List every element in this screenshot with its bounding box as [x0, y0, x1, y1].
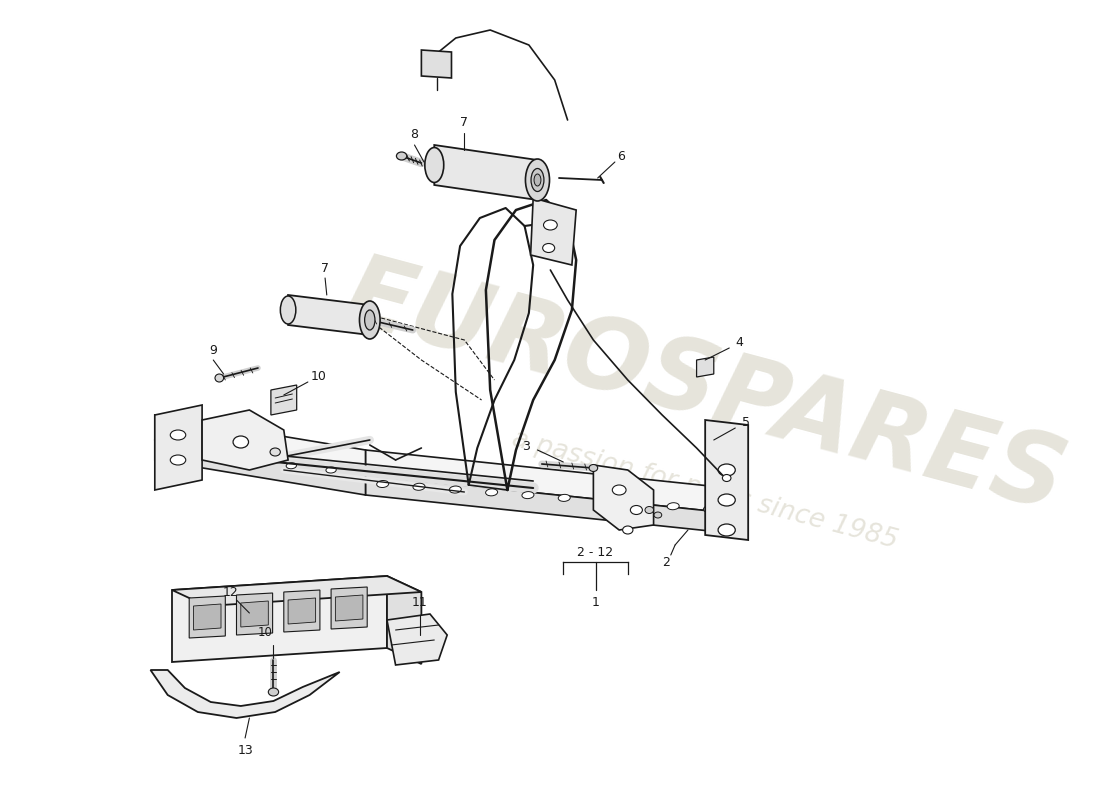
Ellipse shape	[590, 465, 597, 471]
Ellipse shape	[376, 481, 388, 487]
Polygon shape	[271, 385, 297, 415]
Ellipse shape	[270, 448, 280, 456]
Polygon shape	[288, 598, 316, 624]
Ellipse shape	[594, 497, 606, 504]
Text: 13: 13	[238, 743, 253, 757]
Ellipse shape	[364, 310, 375, 330]
Text: 6: 6	[617, 150, 625, 162]
Ellipse shape	[167, 450, 177, 456]
Ellipse shape	[623, 526, 632, 534]
Ellipse shape	[704, 506, 715, 513]
Ellipse shape	[170, 430, 186, 440]
Polygon shape	[194, 604, 221, 630]
Text: 12: 12	[222, 586, 239, 598]
Text: 2 - 12: 2 - 12	[578, 546, 614, 558]
Text: 8: 8	[410, 127, 418, 141]
Ellipse shape	[521, 491, 534, 498]
Text: 3: 3	[522, 439, 530, 453]
Polygon shape	[241, 601, 268, 627]
Ellipse shape	[543, 220, 558, 230]
Ellipse shape	[526, 159, 550, 201]
Polygon shape	[387, 614, 448, 665]
Polygon shape	[365, 450, 748, 515]
Ellipse shape	[718, 524, 735, 536]
Ellipse shape	[233, 436, 249, 448]
Polygon shape	[189, 596, 226, 638]
Polygon shape	[202, 410, 288, 470]
Text: EUROSPARES: EUROSPARES	[334, 247, 1076, 533]
Ellipse shape	[534, 174, 541, 186]
Text: 7: 7	[461, 115, 469, 129]
Polygon shape	[151, 670, 340, 718]
Polygon shape	[696, 357, 714, 377]
Ellipse shape	[723, 474, 732, 482]
Polygon shape	[155, 415, 365, 475]
Ellipse shape	[425, 147, 443, 182]
Polygon shape	[331, 587, 367, 629]
Ellipse shape	[246, 458, 256, 465]
Polygon shape	[155, 405, 202, 490]
Text: 4: 4	[736, 337, 744, 350]
Ellipse shape	[613, 485, 626, 495]
Ellipse shape	[668, 502, 679, 510]
Ellipse shape	[170, 455, 186, 465]
Ellipse shape	[214, 374, 223, 382]
Polygon shape	[172, 576, 387, 662]
Ellipse shape	[412, 483, 425, 490]
Text: 5: 5	[742, 417, 750, 430]
Ellipse shape	[718, 464, 735, 476]
Ellipse shape	[531, 169, 543, 191]
Ellipse shape	[286, 462, 297, 469]
Ellipse shape	[449, 486, 461, 493]
Ellipse shape	[630, 506, 642, 514]
Polygon shape	[172, 576, 421, 606]
Polygon shape	[593, 465, 653, 530]
Text: 2: 2	[662, 555, 670, 569]
Ellipse shape	[280, 296, 296, 324]
Polygon shape	[284, 590, 320, 632]
Polygon shape	[387, 576, 421, 664]
Polygon shape	[530, 198, 576, 265]
Ellipse shape	[360, 301, 381, 339]
Polygon shape	[288, 295, 370, 335]
Polygon shape	[705, 420, 748, 540]
Polygon shape	[421, 50, 451, 78]
Text: 1: 1	[592, 595, 600, 609]
Ellipse shape	[326, 467, 337, 473]
Polygon shape	[236, 593, 273, 635]
Ellipse shape	[207, 454, 217, 460]
Ellipse shape	[485, 489, 497, 496]
Polygon shape	[365, 475, 748, 535]
Ellipse shape	[654, 512, 662, 518]
Polygon shape	[336, 595, 363, 621]
Text: 11: 11	[411, 597, 428, 610]
Text: 9: 9	[209, 343, 217, 357]
Ellipse shape	[558, 494, 570, 502]
Ellipse shape	[718, 494, 735, 506]
Text: a passion for parts since 1985: a passion for parts since 1985	[509, 426, 901, 554]
Ellipse shape	[396, 152, 407, 160]
Text: 7: 7	[321, 262, 329, 274]
Ellipse shape	[542, 243, 554, 253]
Ellipse shape	[268, 688, 278, 696]
Ellipse shape	[630, 500, 642, 507]
Text: 10: 10	[257, 626, 273, 639]
Ellipse shape	[645, 506, 653, 514]
Polygon shape	[434, 145, 538, 200]
Polygon shape	[155, 440, 365, 495]
Text: 10: 10	[310, 370, 326, 383]
